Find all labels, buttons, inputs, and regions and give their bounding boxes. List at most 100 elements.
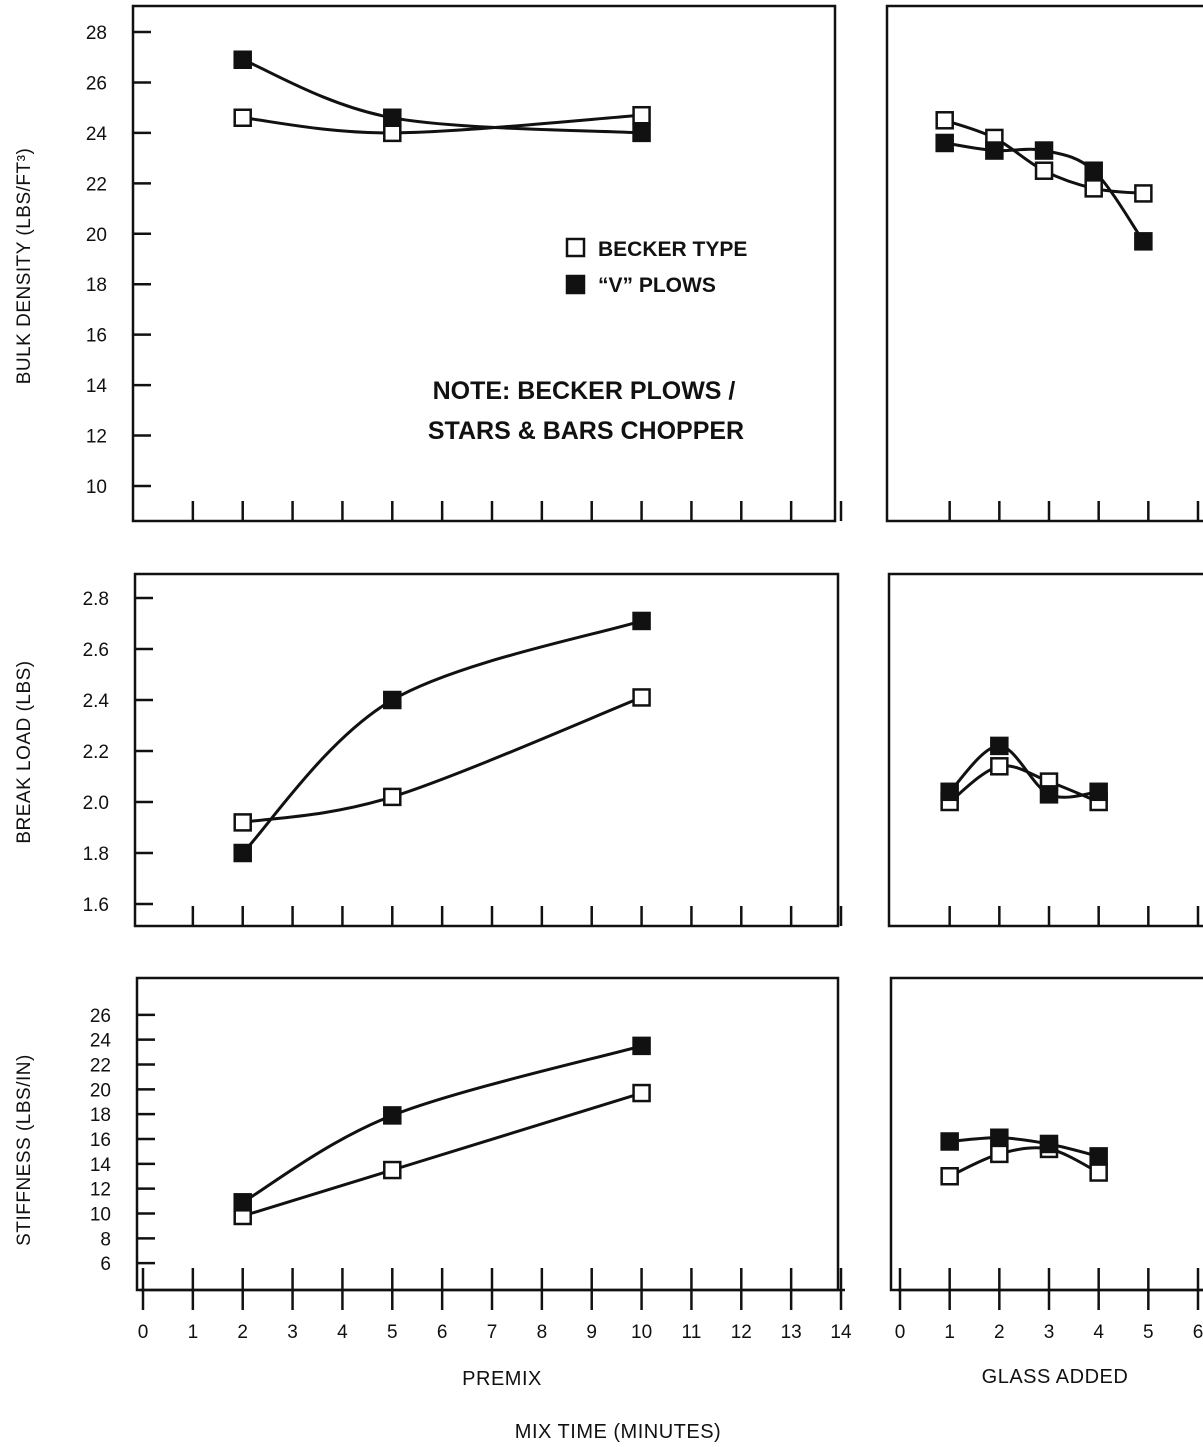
x-tick-label: 0 <box>895 1322 906 1343</box>
data-point-becker-type <box>1084 179 1103 198</box>
data-point-v-plows <box>1134 232 1153 251</box>
x-tick-label: 2 <box>994 1322 1005 1343</box>
ticks-layer: 101214161820222426281.61.82.02.22.42.62.… <box>83 23 1203 1343</box>
data-point-v-plows <box>1089 782 1108 802</box>
series-line-becker-type <box>949 1146 1100 1178</box>
y-tick-label: 2.2 <box>83 742 109 763</box>
legend-label-becker-type: BECKER TYPE <box>598 238 747 261</box>
y-tick-label: 16 <box>90 1130 111 1151</box>
x-tick-label: 13 <box>781 1322 802 1343</box>
y-tick-label: 18 <box>86 275 107 296</box>
x-tick-label: 3 <box>1044 1322 1055 1343</box>
data-point-becker-type <box>990 757 1009 776</box>
x-tick-label: 11 <box>682 1322 702 1343</box>
panel-frame-stiffness-premix <box>135 976 840 1292</box>
legend: BECKER TYPE “V” PLOWS <box>565 237 747 297</box>
data-point-v-plows <box>233 1193 252 1212</box>
y-tick-label: 8 <box>100 1229 111 1250</box>
y-tick-label: 2.8 <box>83 589 109 610</box>
y-tick-label: 12 <box>86 427 107 448</box>
x-tick-label: 14 <box>830 1322 852 1343</box>
panel-frame-stiffness-glass <box>889 976 1203 1292</box>
data-point-v-plows <box>383 1106 402 1125</box>
x-tick-label: 10 <box>631 1322 652 1343</box>
data-point-v-plows <box>990 736 1009 756</box>
series-line-becker-type <box>242 1091 643 1218</box>
x-tick-label: 1 <box>188 1322 199 1343</box>
data-point-v-plows <box>940 1132 959 1151</box>
x-tick-label: 5 <box>387 1322 398 1343</box>
x-tick-label: 2 <box>237 1322 248 1343</box>
series-line-v-plows <box>948 744 1099 799</box>
y-axis-title-bulk-density: BULK DENSITY (LBS/FT³) <box>14 148 35 385</box>
x-axis-title-glass: GLASS ADDED <box>982 1366 1129 1388</box>
panel-frame-break-load-premix <box>133 572 840 928</box>
x-tick-label: 4 <box>1093 1322 1104 1343</box>
data-point-v-plows <box>383 108 402 128</box>
data-point-becker-type <box>383 123 402 143</box>
series-line-becker-type <box>948 764 1100 804</box>
x-tick-label: 6 <box>437 1322 448 1343</box>
data-point-becker-type <box>233 108 252 128</box>
y-axis-title-stiffness: STIFFNESS (LBS/IN) <box>14 1054 35 1246</box>
y-tick-label: 28 <box>86 23 107 44</box>
data-point-v-plows <box>935 133 954 153</box>
data-point-v-plows <box>1084 161 1103 180</box>
panel-frame-bulk-density-glass <box>885 4 1203 523</box>
x-tick-label: 1 <box>944 1322 955 1343</box>
data-point-becker-type <box>1134 184 1153 203</box>
panel-frame-break-load-glass <box>887 572 1203 928</box>
y-tick-label: 12 <box>90 1180 111 1201</box>
x-axis-title-shared: MIX TIME (MINUTES) <box>515 1421 721 1443</box>
data-point-becker-type <box>935 111 954 130</box>
y-tick-label: 20 <box>90 1080 111 1101</box>
x-tick-label: 9 <box>586 1322 597 1343</box>
y-axis-title-break-load: BREAK LOAD (LBS) <box>14 660 35 843</box>
note-line-1: NOTE: BECKER PLOWS / <box>433 377 736 405</box>
series-line-v-plows <box>242 58 642 135</box>
x-axis-title-premix: PREMIX <box>462 1368 542 1390</box>
data-point-v-plows <box>632 123 651 143</box>
x-tick-label: 3 <box>287 1322 298 1343</box>
series-line-v-plows <box>949 1136 1100 1158</box>
y-tick-label: 2.6 <box>83 640 109 661</box>
y-tick-label: 18 <box>90 1105 111 1126</box>
note-line-2: STARS & BARS CHOPPER <box>428 417 744 445</box>
x-tick-label: 12 <box>731 1322 752 1343</box>
data-point-becker-type <box>632 105 651 125</box>
data-point-v-plows <box>233 843 252 863</box>
data-point-becker-type <box>632 1083 651 1103</box>
panel-frame-bulk-density-premix <box>131 4 837 523</box>
data-point-becker-type <box>383 787 402 807</box>
y-tick-label: 24 <box>86 124 108 145</box>
y-tick-label: 24 <box>90 1031 112 1052</box>
y-tick-label: 10 <box>90 1205 111 1226</box>
x-tick-label: 5 <box>1143 1322 1154 1343</box>
data-point-v-plows <box>632 611 651 631</box>
y-tick-label: 14 <box>86 376 108 397</box>
x-tick-label: 4 <box>337 1322 348 1343</box>
legend-marker-v-plows <box>565 274 586 295</box>
x-tick-label: 0 <box>138 1322 149 1343</box>
y-tick-label: 16 <box>86 326 107 347</box>
data-point-v-plows <box>1039 785 1059 804</box>
y-tick-label: 14 <box>90 1155 112 1176</box>
data-point-v-plows <box>985 141 1004 160</box>
data-point-becker-type <box>940 1167 959 1186</box>
x-tick-label: 7 <box>487 1322 498 1343</box>
data-point-v-plows <box>1089 1147 1108 1166</box>
series-line-v-plows <box>241 619 643 855</box>
data-point-v-plows <box>1039 1134 1059 1154</box>
legend-marker-becker-type <box>565 237 586 258</box>
x-tick-label: 6 <box>1193 1322 1203 1343</box>
y-tick-label: 1.8 <box>83 844 109 865</box>
data-point-v-plows <box>383 690 402 710</box>
y-tick-label: 1.6 <box>83 895 109 916</box>
data-point-becker-type <box>233 813 252 832</box>
y-tick-label: 22 <box>86 174 107 195</box>
data-point-v-plows <box>1034 141 1054 160</box>
data-point-v-plows <box>990 1128 1009 1148</box>
y-tick-label: 6 <box>100 1254 111 1275</box>
x-tick-label: 8 <box>537 1322 548 1343</box>
